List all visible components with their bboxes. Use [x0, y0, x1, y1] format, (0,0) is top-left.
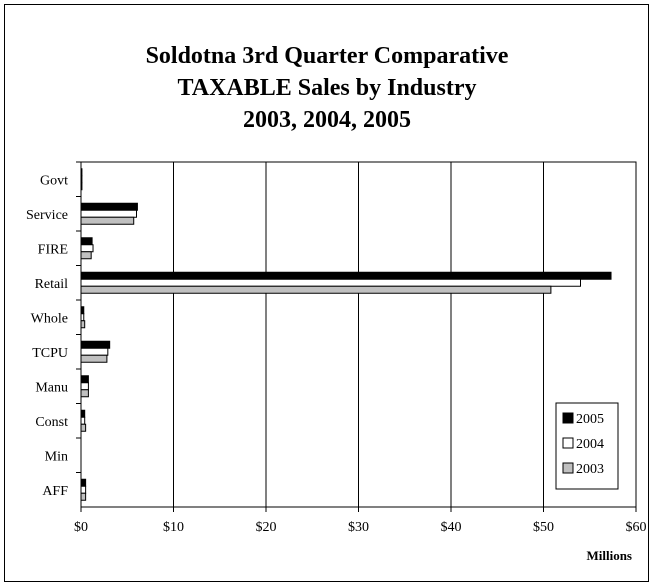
- bar-2003-tcpu: [80, 354, 108, 363]
- bar-2004-retail: [80, 278, 581, 287]
- bar-2004-aff: [80, 485, 87, 494]
- bar-2004-whole: [80, 313, 85, 322]
- legend-swatch: [562, 412, 574, 424]
- bar-2004-govt: [80, 175, 83, 184]
- bar-2003-whole: [80, 320, 86, 329]
- bar-2005-govt: [80, 168, 83, 177]
- category-label: Manu: [35, 380, 68, 395]
- legend-swatch: [562, 437, 574, 449]
- bar-2005-service: [80, 202, 138, 211]
- bar-2003-govt: [80, 182, 83, 191]
- category-label: Govt: [40, 173, 68, 188]
- bar-2005-fire: [80, 237, 93, 246]
- bar-2005-aff: [80, 478, 87, 487]
- legend-swatch: [562, 462, 574, 474]
- x-tick-label: $20: [256, 520, 277, 535]
- bar-2005-manu: [80, 375, 89, 384]
- category-label: Const: [35, 415, 68, 430]
- bar-2005-const: [80, 409, 86, 418]
- bar-2004-manu: [80, 382, 89, 391]
- chart-title-line: 2003, 2004, 2005: [243, 107, 411, 133]
- x-tick-label: $40: [441, 520, 462, 535]
- bar-2004-fire: [80, 244, 94, 253]
- bar-2005-tcpu: [80, 340, 111, 349]
- bar-2004-tcpu: [80, 347, 109, 356]
- x-axis-title: Millions: [586, 548, 632, 563]
- chart-title-line: Soldotna 3rd Quarter Comparative: [146, 43, 509, 69]
- bar-2003-service: [80, 216, 135, 225]
- chart-title-line: TAXABLE Sales by Industry: [178, 75, 477, 101]
- bar-2005-whole: [80, 306, 85, 315]
- x-tick-label: $10: [163, 520, 184, 535]
- category-label: AFF: [42, 484, 68, 499]
- legend-label: 2003: [576, 462, 604, 477]
- bar-2003-manu: [80, 389, 89, 398]
- bar-2004-service: [80, 209, 137, 218]
- category-label: TCPU: [32, 346, 68, 361]
- bar-2003-const: [80, 423, 87, 432]
- bar-2003-aff: [80, 492, 87, 501]
- x-tick-label: $0: [74, 520, 88, 535]
- bar-2003-fire: [80, 251, 92, 260]
- bar-2004-const: [80, 416, 86, 425]
- bar-2005-retail: [80, 271, 612, 280]
- category-label: Whole: [31, 311, 68, 326]
- category-label: Min: [45, 449, 68, 464]
- x-tick-label: $60: [626, 520, 647, 535]
- legend-label: 2005: [576, 412, 604, 427]
- category-label: Service: [26, 208, 68, 223]
- category-label: Retail: [35, 277, 69, 292]
- x-tick-label: $30: [348, 520, 369, 535]
- x-tick-label: $50: [533, 520, 554, 535]
- bar-2003-retail: [80, 285, 552, 294]
- legend-label: 2004: [576, 437, 604, 452]
- category-label: FIRE: [38, 242, 68, 257]
